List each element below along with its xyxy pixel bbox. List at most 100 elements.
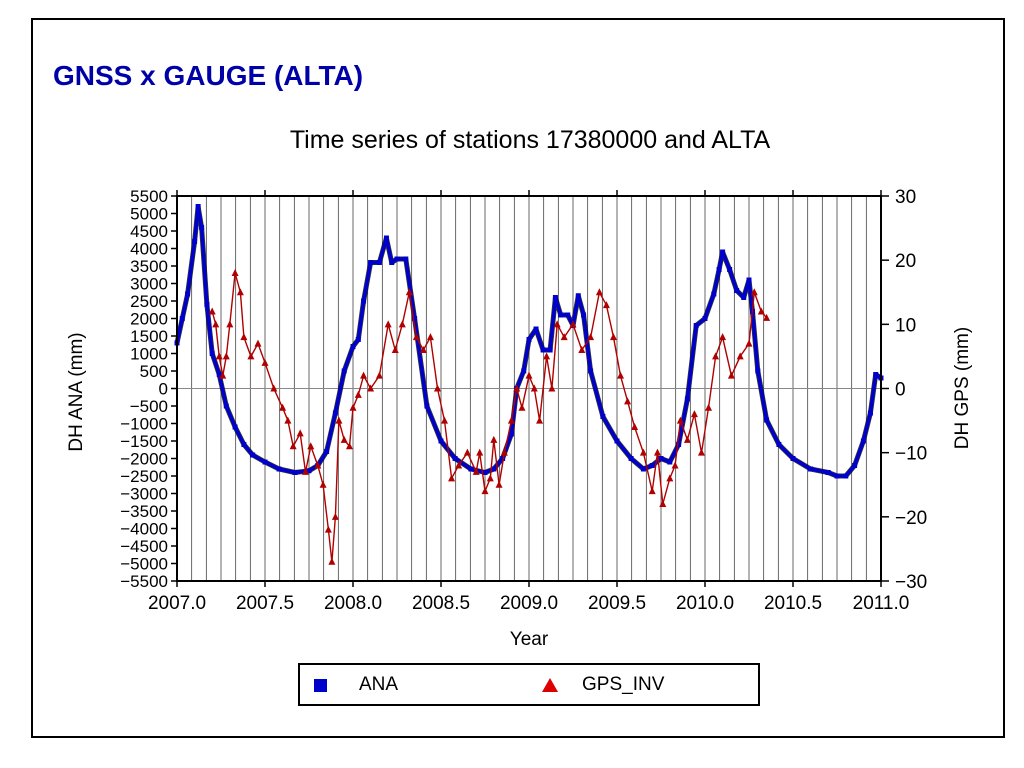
gps-point xyxy=(578,346,586,353)
y-right-axis-label: DH GPS (mm) xyxy=(952,327,973,449)
gps-point xyxy=(231,269,239,276)
x-tick-label: 2008.5 xyxy=(412,593,470,614)
ana-point xyxy=(403,256,409,262)
ana-point xyxy=(628,456,634,461)
y-left-tick-label: 5500 xyxy=(130,187,168,206)
gps-point xyxy=(212,320,220,328)
ana-point xyxy=(521,368,527,374)
gps-point xyxy=(624,397,632,405)
x-tick-label: 2009.5 xyxy=(588,593,646,614)
ana-point xyxy=(438,438,444,444)
ana-point xyxy=(540,347,546,353)
gps-point xyxy=(240,333,248,341)
ana-point xyxy=(533,326,539,332)
gps-point xyxy=(719,333,727,341)
gps-point xyxy=(536,416,544,424)
y-right-tick-label: 10 xyxy=(895,315,916,336)
ana-point xyxy=(790,456,796,461)
y-right-tick-label: −30 xyxy=(895,572,927,593)
series-gps-inv xyxy=(208,269,771,565)
ana-point xyxy=(776,442,782,447)
gps-point xyxy=(569,320,577,328)
gps-point xyxy=(659,500,667,507)
ana-point xyxy=(684,396,690,402)
y-left-tick-label: −1500 xyxy=(120,432,168,451)
gps-point xyxy=(301,467,309,475)
y-left-tick-label: −5000 xyxy=(120,555,168,574)
gps-point xyxy=(405,288,413,296)
ana-point xyxy=(693,323,699,328)
x-tick-label: 2007.0 xyxy=(148,593,206,614)
gps-point xyxy=(631,423,639,430)
gps-point xyxy=(222,352,230,360)
y-left-tick-label: −4500 xyxy=(120,537,168,556)
y-left-tick-label: −1000 xyxy=(120,415,168,434)
y-left-tick-label: 4000 xyxy=(130,240,168,259)
y-left-tick-label: 1000 xyxy=(130,345,168,364)
series-layer xyxy=(174,204,884,565)
gps-point xyxy=(419,346,427,353)
ana-point xyxy=(192,239,198,244)
ana-point xyxy=(702,316,708,321)
gps-point xyxy=(426,333,434,341)
gps-point xyxy=(548,384,556,392)
ana-point xyxy=(860,438,866,444)
gps-point xyxy=(345,442,353,450)
gps-point xyxy=(441,416,449,424)
y-left-tick-label: −4000 xyxy=(120,520,168,539)
gps-point xyxy=(463,448,471,456)
x-axis-label: Year xyxy=(510,629,549,650)
gps-point xyxy=(296,429,304,437)
y-left-tick-label: −2000 xyxy=(120,450,168,469)
ana-point xyxy=(209,351,215,356)
gps-point xyxy=(518,403,526,411)
ana-point xyxy=(720,249,726,255)
y-left-tick-label: 2500 xyxy=(130,292,168,311)
ana-point xyxy=(808,466,814,472)
ana-point xyxy=(332,410,338,416)
ana-point xyxy=(873,372,879,377)
gps-point xyxy=(261,358,269,366)
ana-point xyxy=(508,431,514,437)
ana-point xyxy=(324,449,330,454)
ana-point xyxy=(179,316,185,321)
y-right-tick-label: 20 xyxy=(895,251,916,272)
gps-point xyxy=(335,416,343,424)
gps-point xyxy=(349,403,357,411)
gps-point xyxy=(490,435,498,443)
gps-point xyxy=(270,384,278,392)
gps-point xyxy=(284,416,292,424)
axes-layer: 2007.0 2007.5 2008.0 2008.5 2009.0 2009.5 2010… xyxy=(120,187,927,614)
y-left-tick-label: 1500 xyxy=(130,327,168,346)
ana-point xyxy=(640,466,646,472)
gps-point xyxy=(226,320,234,328)
ana-point xyxy=(558,312,564,318)
y-right-tick-label: 30 xyxy=(895,187,916,208)
gps-point xyxy=(215,352,223,360)
gps-point xyxy=(602,301,610,309)
y-left-tick-label: 2000 xyxy=(130,310,168,329)
ana-point xyxy=(649,463,655,468)
ana-point xyxy=(383,235,389,241)
gps-point xyxy=(391,346,399,353)
gps-point xyxy=(727,371,735,379)
y-left-tick-label: 500 xyxy=(140,362,168,381)
gps-point xyxy=(617,371,625,379)
ana-point xyxy=(276,466,282,472)
ana-point xyxy=(716,267,722,272)
ana-point xyxy=(614,438,620,444)
gps-point xyxy=(712,352,720,360)
y-left-tick-label: −5500 xyxy=(120,572,168,591)
ana-point xyxy=(552,295,558,300)
gps-point xyxy=(448,474,456,482)
red-triangle-icon xyxy=(542,678,558,692)
x-tick-label: 2007.5 xyxy=(236,593,294,614)
legend: ANA GPS_INV xyxy=(298,663,760,706)
ana-point xyxy=(241,442,247,447)
gps-point xyxy=(757,307,765,315)
gps-point xyxy=(653,448,661,456)
ana-point xyxy=(852,463,858,468)
gps-point xyxy=(324,525,332,533)
x-tick-label: 2011.0 xyxy=(853,593,910,614)
